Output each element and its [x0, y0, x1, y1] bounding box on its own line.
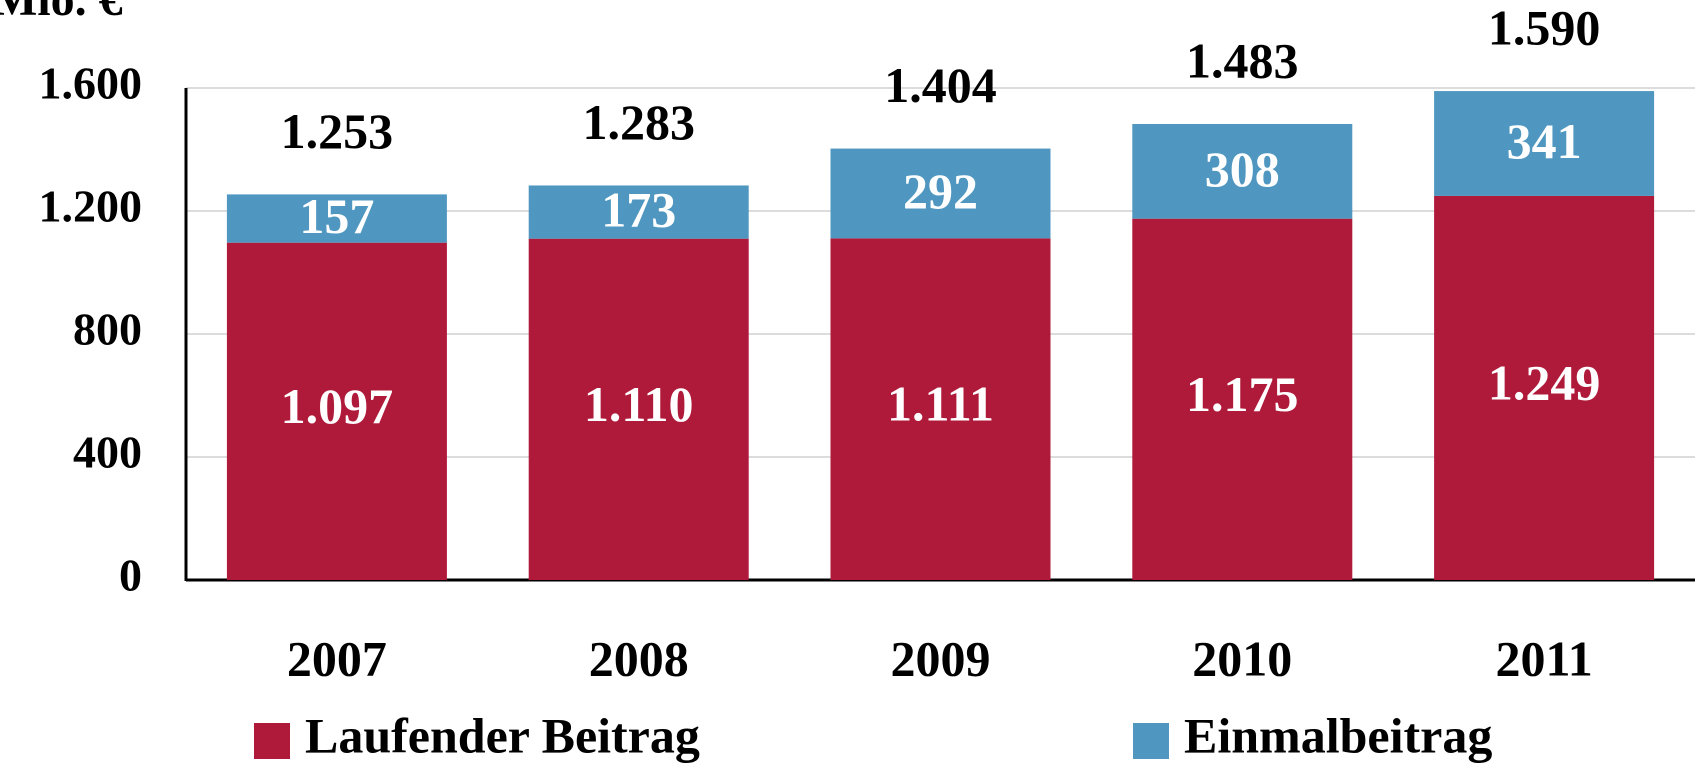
total-label: 1.483 — [1186, 32, 1299, 88]
value-label: 341 — [1507, 113, 1582, 169]
bar-segment — [1434, 195, 1655, 580]
bar-segment — [830, 148, 1051, 239]
value-label: 157 — [299, 188, 374, 244]
value-label: 173 — [601, 182, 676, 238]
bar-segment — [830, 238, 1051, 580]
y-axis-label: Mio. € — [0, 0, 123, 26]
x-tick-label: 2007 — [287, 630, 387, 686]
x-tick-label: 2010 — [1192, 630, 1292, 686]
y-tick-label: 800 — [73, 304, 142, 355]
y-tick-label: 1.600 — [39, 58, 143, 109]
y-tick-label: 400 — [73, 427, 142, 478]
x-tick-label: 2011 — [1495, 630, 1592, 686]
value-label: 1.175 — [1186, 366, 1299, 422]
total-label: 1.283 — [582, 94, 695, 150]
legend-swatch — [1133, 723, 1169, 759]
legend-swatch — [254, 723, 290, 759]
value-label: 308 — [1205, 141, 1280, 197]
x-tick-label: 2008 — [589, 630, 689, 686]
value-label: 292 — [903, 163, 978, 219]
bar-segment — [528, 185, 749, 239]
legend-label: Einmalbeitrag — [1184, 707, 1492, 763]
legend-label: Laufender Beitrag — [305, 707, 700, 763]
bar-segment — [1132, 123, 1353, 219]
bar-segment — [1132, 218, 1353, 580]
y-tick-label: 1.200 — [39, 181, 143, 232]
value-label: 1.110 — [584, 376, 694, 432]
bar-segment — [226, 194, 447, 243]
value-label: 1.111 — [887, 376, 994, 432]
bar-segment — [226, 242, 447, 581]
bar-segment — [1434, 91, 1655, 196]
x-tick-label: 2009 — [891, 630, 991, 686]
total-label: 1.404 — [884, 57, 997, 113]
bar-segment — [528, 238, 749, 581]
value-label: 1.249 — [1488, 354, 1601, 410]
y-tick-label: 0 — [119, 550, 142, 601]
value-label: 1.097 — [281, 378, 394, 434]
total-label: 1.590 — [1488, 0, 1601, 56]
total-label: 1.253 — [281, 103, 394, 159]
